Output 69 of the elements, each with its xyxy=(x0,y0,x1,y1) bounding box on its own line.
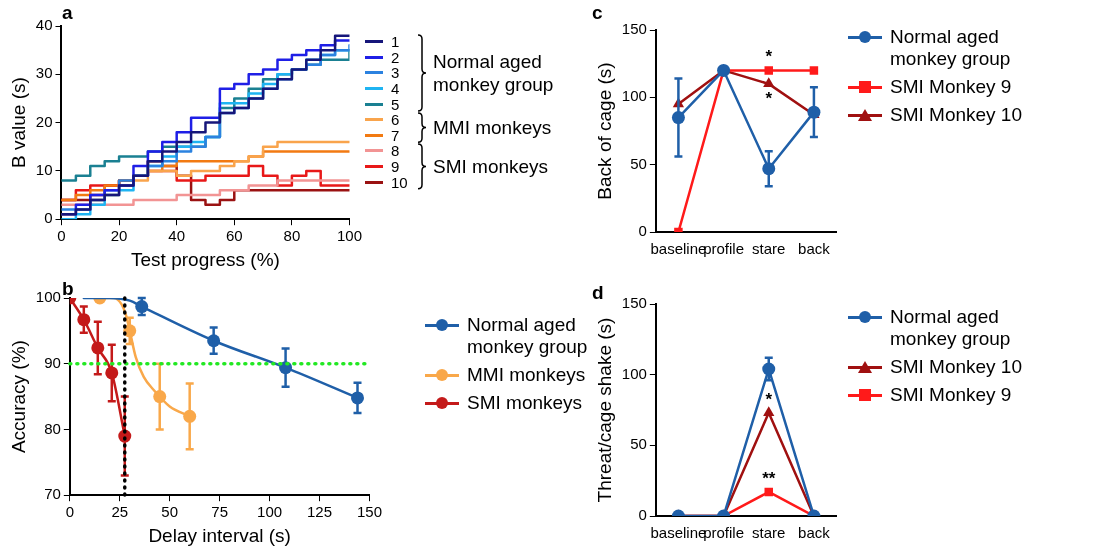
legend-label: 1 xyxy=(391,33,400,51)
y-tick-label: 50 xyxy=(630,154,647,172)
chart-title: d xyxy=(592,282,604,304)
x-axis-title: Delay interval (s) xyxy=(148,524,291,546)
legend-label: SMI Monkey 9 xyxy=(890,384,1012,406)
legend-label: 4 xyxy=(391,80,400,98)
x-tick-label: 75 xyxy=(211,503,228,521)
y-axis-title: Accuracy (%) xyxy=(7,340,29,454)
legend-label: 7 xyxy=(391,126,400,144)
y-tick-label: 0 xyxy=(44,209,53,227)
x-tick-label: 60 xyxy=(225,227,243,245)
legend-label: MMI monkeys xyxy=(467,364,586,386)
y-tick-label: 70 xyxy=(44,485,61,503)
x-tick-label: 80 xyxy=(283,227,301,245)
y-tick-label: 50 xyxy=(630,435,647,453)
legend-label: 6 xyxy=(391,111,400,129)
y-tick-label: 10 xyxy=(35,161,53,179)
y-tick-label: 30 xyxy=(35,64,53,82)
y-tick-label: 150 xyxy=(621,20,647,38)
y-tick-label: 150 xyxy=(621,294,647,312)
x-tick-label: profile xyxy=(703,524,745,542)
legend-label: Normal aged monkey group xyxy=(467,314,588,357)
legend-label: SMI Monkey 10 xyxy=(890,104,1022,126)
y-tick-label: 40 xyxy=(35,16,53,34)
legend-label: SMI Monkey 10 xyxy=(890,356,1022,378)
legend-label: Normal aged monkey group xyxy=(890,306,1012,350)
x-tick-label: 125 xyxy=(307,503,333,521)
y-tick-label: 100 xyxy=(35,288,61,306)
y-axis-title: Threat/cage shake (s) xyxy=(593,317,615,503)
x-tick-label: 0 xyxy=(65,503,74,521)
x-tick-label: stare xyxy=(752,524,786,542)
y-tick-label: 90 xyxy=(44,353,61,371)
annotation: * xyxy=(765,389,773,409)
x-tick-label: back xyxy=(798,240,831,258)
x-tick-label: 100 xyxy=(336,227,362,245)
legend-label: 2 xyxy=(391,48,400,66)
x-tick-label: 100 xyxy=(257,503,283,521)
chart-title: b xyxy=(62,278,74,300)
x-tick-label: 50 xyxy=(161,503,179,521)
chart-title: a xyxy=(62,2,73,24)
text: Normal aged monkey group xyxy=(433,50,555,96)
x-tick-label: 150 xyxy=(356,503,382,521)
legend-label: 8 xyxy=(391,142,400,160)
x-tick-label: back xyxy=(798,524,831,542)
x-axis-title: Test progress (%) xyxy=(131,248,280,270)
text: SMI monkeys xyxy=(433,155,550,179)
y-axis-title: Back of cage (s) xyxy=(593,62,615,200)
x-tick-label: stare xyxy=(752,240,786,258)
legend-label: 10 xyxy=(391,173,408,191)
legend-label: SMI Monkey 9 xyxy=(890,76,1012,98)
y-axis-title: B value (s) xyxy=(7,77,29,169)
chart-title: c xyxy=(592,2,603,24)
y-tick-label: 100 xyxy=(621,364,647,382)
annotation: * xyxy=(765,88,773,108)
legend-label: 5 xyxy=(391,95,400,113)
x-tick-label: 40 xyxy=(168,227,186,245)
text: MMI monkeys xyxy=(433,116,553,140)
x-tick-label: 20 xyxy=(110,227,128,245)
legend-label: SMI monkeys xyxy=(467,392,583,414)
y-tick-label: 80 xyxy=(44,419,61,437)
y-tick-label: 20 xyxy=(35,112,53,130)
legend-label: 3 xyxy=(391,64,400,82)
legend-label: Normal aged monkey group xyxy=(890,26,1012,70)
annotation: * xyxy=(765,47,773,67)
y-tick-label: 100 xyxy=(621,87,647,105)
legend-label: 9 xyxy=(391,158,400,176)
annotation: ** xyxy=(762,468,776,488)
x-tick-label: 25 xyxy=(111,503,129,521)
x-tick-label: profile xyxy=(703,240,745,258)
